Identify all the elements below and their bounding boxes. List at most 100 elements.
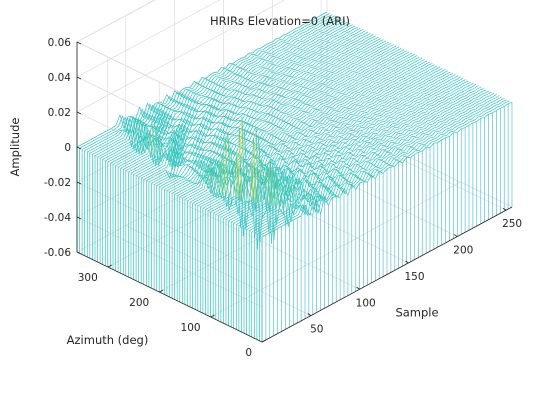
surface-segment xyxy=(258,137,263,218)
surface-segment xyxy=(220,89,226,96)
surface-segment xyxy=(399,104,404,109)
surface-segment xyxy=(381,96,386,100)
surface-segment xyxy=(356,144,361,147)
surface-segment xyxy=(235,128,240,197)
surface-segment xyxy=(453,75,459,79)
surface-segment xyxy=(305,87,310,90)
surface-segment xyxy=(401,122,406,125)
surface-segment xyxy=(261,226,267,230)
surface-segment xyxy=(362,167,367,171)
surface-segment xyxy=(365,160,370,163)
surface-segment xyxy=(379,115,384,119)
surface-segment xyxy=(315,133,320,135)
surface-segment xyxy=(349,173,354,183)
surface-segment xyxy=(213,152,219,158)
surface-segment xyxy=(360,94,365,97)
surface-segment xyxy=(384,134,389,136)
surface-segment xyxy=(278,144,283,153)
surface-segment xyxy=(240,70,246,77)
surface-segment xyxy=(336,137,342,144)
surface-segment xyxy=(281,107,286,112)
surface-segment xyxy=(320,86,325,90)
surface-segment xyxy=(206,168,212,174)
surface-segment xyxy=(325,119,330,125)
surface-segment xyxy=(405,59,410,63)
surface-segment xyxy=(292,160,297,173)
surface-segment xyxy=(316,136,321,139)
surface-segment xyxy=(374,113,379,115)
surface-segment xyxy=(360,179,366,182)
surface-segment xyxy=(445,103,451,107)
surface-segment xyxy=(315,91,320,95)
surface-segment xyxy=(268,115,273,122)
surface-segment xyxy=(421,103,426,107)
surface-segment xyxy=(277,57,282,60)
surface-segment xyxy=(262,218,267,222)
surface-segment xyxy=(422,84,428,88)
surface-segment xyxy=(477,94,482,98)
surface-segment xyxy=(195,93,200,96)
surface-segment xyxy=(133,132,139,143)
surface-segment xyxy=(131,146,136,150)
surface-segment xyxy=(446,79,451,83)
surface-row xyxy=(259,100,510,341)
surface-segment xyxy=(224,96,229,98)
surface-segment xyxy=(303,30,308,33)
z-tick xyxy=(76,41,82,45)
surface-segment xyxy=(381,162,387,169)
surface-segment xyxy=(373,115,378,120)
surface-segment xyxy=(350,64,355,69)
surface-segment xyxy=(426,66,432,70)
surface-segment xyxy=(300,146,305,149)
surface-segment xyxy=(154,101,160,104)
surface-segment xyxy=(339,122,344,129)
surface-segment xyxy=(359,57,365,61)
surface-segment xyxy=(388,107,394,112)
surface-segment xyxy=(200,78,205,86)
surface-segment xyxy=(382,131,387,136)
surface-segment xyxy=(465,92,470,97)
surface-segment xyxy=(474,85,479,89)
surface-segment xyxy=(251,112,257,119)
surface-segment xyxy=(263,155,269,167)
surface-segment xyxy=(228,95,233,98)
surface-segment xyxy=(280,155,286,160)
surface-segment xyxy=(444,130,449,135)
surface-segment xyxy=(202,205,207,209)
surface-segment xyxy=(430,136,435,139)
surface-segment xyxy=(175,92,181,103)
surface-segment xyxy=(164,179,169,182)
surface-segment xyxy=(240,203,245,207)
surface-segment xyxy=(331,19,337,23)
surface-segment xyxy=(194,171,199,177)
surface-segment xyxy=(175,188,181,192)
surface-segment xyxy=(208,164,213,185)
surface-segment xyxy=(115,147,120,151)
y-axis-label: Azimuth (deg) xyxy=(67,333,149,347)
surface-segment xyxy=(302,53,308,58)
surface-segment xyxy=(328,163,334,173)
surface-segment xyxy=(340,84,345,87)
surface-segment xyxy=(330,99,336,103)
surface-segment xyxy=(143,177,148,180)
surface-segment xyxy=(254,113,259,120)
surface-segment xyxy=(256,80,261,83)
surface-segment xyxy=(289,55,295,60)
surface-segment xyxy=(259,209,264,213)
surface-segment xyxy=(156,167,161,171)
surface-segment xyxy=(184,88,189,91)
surface-segment xyxy=(368,113,373,118)
surface-segment xyxy=(285,90,290,92)
surface-segment xyxy=(330,139,335,142)
surface-segment xyxy=(139,107,144,118)
surface-segment xyxy=(319,13,324,17)
surface-segment xyxy=(148,179,154,183)
surface-segment xyxy=(215,196,221,199)
surface-segment xyxy=(329,110,334,115)
surface-segment xyxy=(303,189,309,195)
surface-segment xyxy=(467,94,473,98)
surface-segment xyxy=(330,181,336,188)
surface-segment xyxy=(223,207,228,211)
surface-segment xyxy=(348,138,353,145)
surface-segment xyxy=(439,88,444,92)
